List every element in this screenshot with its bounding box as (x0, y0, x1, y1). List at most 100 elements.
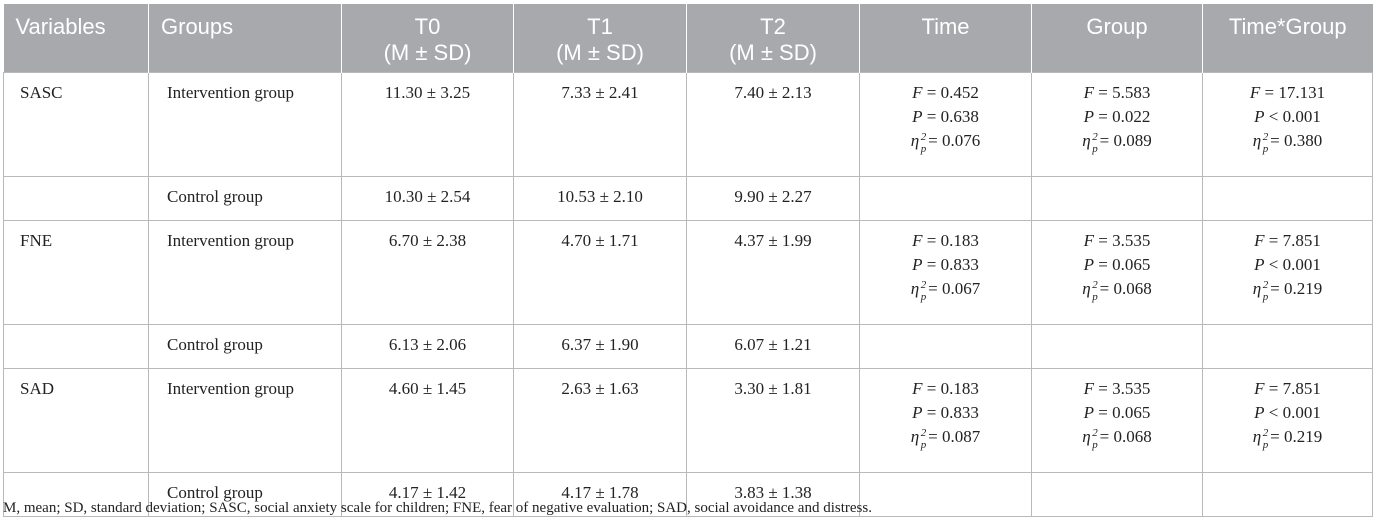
stat-eta: η 2 p = 0.067 (868, 277, 1023, 303)
header-group: Group (1031, 4, 1203, 72)
variable-cell: SASC (3, 71, 149, 177)
f-value: = 0.183 (926, 230, 979, 250)
group-stat-cell: F = 3.535 P = 0.065 η 2 p = 0.068 (1031, 219, 1203, 325)
eta-superscript: 2 (1092, 130, 1098, 143)
stat-eta: η 2 p = 0.219 (1211, 277, 1364, 303)
stat-f: F = 7.851 (1211, 377, 1364, 401)
time-group-stat-cell: F = 7.851 P < 0.001 η 2 p = 0.219 (1202, 367, 1373, 473)
variable-cell: FNE (3, 219, 149, 325)
header-time: Time (859, 4, 1032, 72)
eta-value: = 0.067 (928, 278, 981, 298)
group-cell: Control group (148, 175, 342, 221)
group-stat-cell: F = 3.535 P = 0.065 η 2 p = 0.068 (1031, 367, 1203, 473)
header-t0-sub: (M ± SD) (383, 40, 472, 65)
eta-subscript: p (920, 290, 927, 303)
f-value: = 0.183 (926, 378, 979, 398)
p-value: < 0.001 (1268, 254, 1321, 274)
stat-p: P < 0.001 (1211, 253, 1364, 277)
t1-cell: 4.70 ± 1.71 (513, 219, 687, 325)
f-symbol: F (1083, 378, 1095, 398)
f-value: = 0.452 (926, 82, 979, 102)
table-row-control: Control group 6.13 ± 2.06 6.37 ± 1.90 6.07 … (3, 323, 1373, 369)
p-value: = 0.638 (926, 106, 979, 126)
table-row-intervention: FNE Intervention group 6.70 ± 2.38 4.70 ± 1… (3, 219, 1373, 325)
group-cell: Intervention group (148, 219, 342, 325)
f-symbol: F (912, 230, 923, 250)
header-variables: Variables (3, 4, 149, 72)
stat-eta: η 2 p = 0.380 (1211, 129, 1364, 155)
t1-cell: 10.53 ± 2.10 (513, 175, 687, 221)
header-time-group: Time*Group (1202, 4, 1373, 72)
group-stat-cell-empty (1031, 175, 1203, 221)
f-symbol: F (1083, 230, 1095, 250)
eta-superscript: 2 (920, 278, 927, 291)
p-symbol: P (1254, 254, 1265, 274)
time-group-stat-cell-empty (1202, 471, 1373, 517)
group-cell: Control group (148, 471, 342, 517)
header-t0-label: T0 (414, 14, 441, 39)
variable-cell-empty (3, 323, 149, 369)
eta-value: = 0.087 (928, 426, 981, 446)
time-stat-cell: F = 0.183 P = 0.833 η 2 p = 0.087 (859, 367, 1032, 473)
f-value: = 3.535 (1098, 230, 1151, 250)
eta-value: = 0.219 (1270, 278, 1323, 298)
stat-p: P < 0.001 (1211, 105, 1364, 129)
t2-cell: 7.40 ± 2.13 (686, 71, 860, 177)
f-symbol: F (912, 378, 923, 398)
header-groups: Groups (148, 4, 342, 72)
stat-eta: η 2 p = 0.087 (868, 425, 1023, 451)
t1-cell: 4.17 ± 1.78 (513, 471, 687, 517)
eta-superscript: 2 (920, 426, 927, 439)
stat-f: F = 0.452 (868, 81, 1023, 105)
time-group-stat-cell-empty (1202, 175, 1373, 221)
p-value: = 0.065 (1098, 254, 1151, 274)
t1-cell: 7.33 ± 2.41 (513, 71, 687, 177)
eta-subscript: p (1092, 290, 1098, 303)
stat-f: F = 7.851 (1211, 229, 1364, 253)
time-stat-cell: F = 0.183 P = 0.833 η 2 p = 0.067 (859, 219, 1032, 325)
eta-subscript: p (920, 142, 927, 155)
table-footnote: M, mean; SD, standard deviation; SASC, s… (3, 500, 872, 516)
stat-f: F = 3.535 (1040, 229, 1194, 253)
time-stat-cell-empty (859, 323, 1032, 369)
f-symbol: F (1083, 82, 1095, 102)
stat-eta: η 2 p = 0.068 (1040, 277, 1194, 303)
f-value: = 17.131 (1264, 82, 1326, 102)
eta-subscript: p (920, 438, 927, 451)
header-t1-label: T1 (587, 14, 613, 39)
t1-cell: 6.37 ± 1.90 (513, 323, 687, 369)
group-stat-cell-empty (1031, 471, 1203, 517)
f-symbol: F (1254, 230, 1265, 250)
time-group-stat-cell: F = 7.851 P < 0.001 η 2 p = 0.219 (1202, 219, 1373, 325)
t2-cell: 6.07 ± 1.21 (686, 323, 860, 369)
eta-value: = 0.219 (1270, 426, 1323, 446)
t0-cell: 6.13 ± 2.06 (341, 323, 514, 369)
t2-cell: 9.90 ± 2.27 (686, 175, 860, 221)
variable-cell-empty (3, 175, 149, 221)
stat-p: P = 0.833 (868, 401, 1023, 425)
eta-superscript: 2 (1262, 130, 1269, 143)
stat-p: P = 0.638 (868, 105, 1023, 129)
table-row-intervention: SASC Intervention group 11.30 ± 3.25 7.33 ±… (3, 71, 1373, 177)
stat-p: P = 0.065 (1040, 401, 1194, 425)
table-row-control: Control group 10.30 ± 2.54 10.53 ± 2.10 9.9… (3, 175, 1373, 221)
eta-value: = 0.076 (928, 130, 981, 150)
p-symbol: P (1083, 254, 1095, 274)
f-symbol: F (1254, 378, 1265, 398)
t0-cell: 10.30 ± 2.54 (341, 175, 514, 221)
t0-cell: 6.70 ± 2.38 (341, 219, 514, 325)
eta-letter: η (1252, 130, 1262, 150)
header-t1-sub: (M ± SD) (556, 40, 644, 65)
f-symbol: F (912, 82, 923, 102)
table-row-intervention: SAD Intervention group 4.60 ± 1.45 2.63 ± 1… (3, 367, 1373, 473)
eta-superscript: 2 (1092, 278, 1098, 291)
header-t1: T1 (M ± SD) (513, 4, 687, 72)
eta-letter: η (1252, 426, 1262, 446)
stat-p: P = 0.833 (868, 253, 1023, 277)
p-value: = 0.833 (926, 254, 979, 274)
header-t0: T0 (M ± SD) (341, 4, 514, 72)
